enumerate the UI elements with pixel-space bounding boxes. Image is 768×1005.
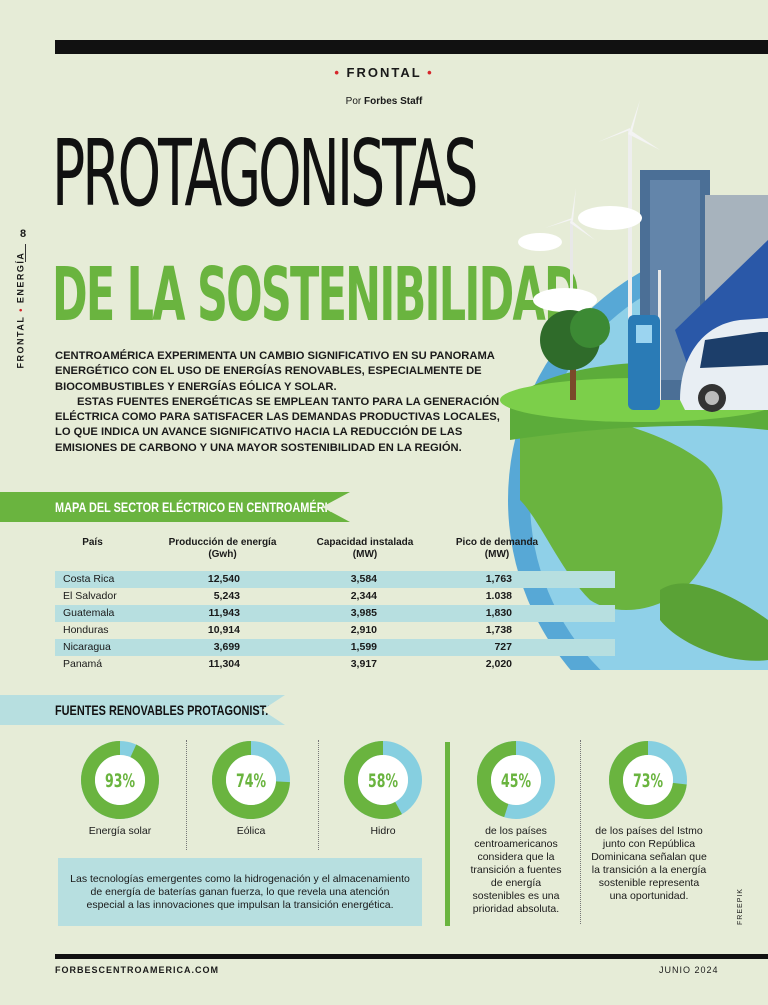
title-line-1: PROTAGONISTAS [52, 120, 478, 227]
donut-value-arc [609, 741, 687, 819]
donut-chart-opportunity: 73% [609, 741, 687, 819]
footer-site: FORBESCENTROAMERICA.COM [55, 965, 219, 975]
donut-chart-hydro: 58% [344, 741, 422, 819]
byline: Por Forbes Staff [345, 96, 423, 107]
title-line-2: DE LA SOSTENIBILIDAD [52, 252, 580, 338]
column-header: Capacidad instalada (MW) [316, 537, 414, 560]
footer-date: JUNIO 2024 [659, 965, 719, 975]
donut-value-arc [81, 741, 159, 819]
donut-percent-label: 74% [236, 770, 266, 792]
top-rule [55, 40, 768, 54]
intro-paragraph-2: Estas fuentes energéticas se emplean tan… [55, 395, 500, 454]
emerging-tech-note: Las tecnologías emergentes como la hidro… [58, 858, 422, 926]
bottom-rule [55, 954, 768, 959]
table-row: Costa Rica 12,540 3,584 1,763 [55, 571, 615, 588]
donut-percent-label: 93% [105, 770, 135, 792]
intro-paragraph-1: Centroamérica experimenta un cambio sign… [55, 350, 495, 393]
byline-author: Forbes Staff [364, 96, 423, 107]
table-row: El Salvador 5,243 2,344 1.038 [63, 590, 512, 602]
table-row: Guatemala 11,943 3,985 1,830 [55, 605, 615, 622]
donut-value-arc [212, 741, 290, 819]
column-header: Pico de demanda (MW) [455, 537, 539, 560]
sidebar-rule [25, 244, 26, 262]
map-section-heading: MAPA DEL SECTOR ELÉCTRICO EN CENTROAMÉRI… [0, 492, 350, 522]
table-row: Nicaragua 3,699 1,599 727 [55, 639, 615, 656]
donut-caption-wind: Eólica [236, 825, 266, 837]
column-header: País [82, 537, 103, 548]
donut-percent-label: 73% [633, 770, 663, 792]
donut-percent-label: 45% [501, 770, 531, 792]
table-row: Panamá 11,304 3,917 2,020 [63, 658, 512, 670]
donut-caption-opportunity: de los países del Istmo junto con Repúbl… [591, 825, 707, 902]
divider [580, 740, 581, 924]
section-tag: • FRONTAL • [334, 65, 434, 80]
column-header: Producción de energía (Gwh) [168, 537, 277, 560]
donut-chart-solar: 93% [81, 741, 159, 819]
donut-caption-solar: Energía solar [88, 825, 152, 837]
sidebar-section-label: FRONTAL • ENERGÍA [15, 251, 26, 369]
divider [186, 740, 187, 850]
donut-chart-wind: 74% [212, 741, 290, 819]
donut-value-arc [344, 741, 422, 819]
donut-percent-label: 58% [368, 770, 398, 792]
green-divider [445, 742, 450, 926]
donut-value-arc [477, 741, 555, 819]
table-row: Honduras 10,914 2,910 1,738 [63, 624, 512, 636]
divider [318, 740, 319, 850]
intro-text: Centroamérica experimenta un cambio sign… [55, 349, 515, 456]
page-number: 8 [20, 228, 27, 240]
renewables-section-heading: FUENTES RENOVABLES PROTAGONISTAS [0, 695, 285, 725]
renewable-energy-illustration [500, 100, 768, 670]
image-credit: FREEPIK [736, 888, 744, 925]
donut-chart-priority: 45% [477, 741, 555, 819]
donut-caption-hydro: Hidro [370, 825, 396, 837]
donut-caption-priority: de los países centroamericanos considera… [470, 825, 562, 915]
